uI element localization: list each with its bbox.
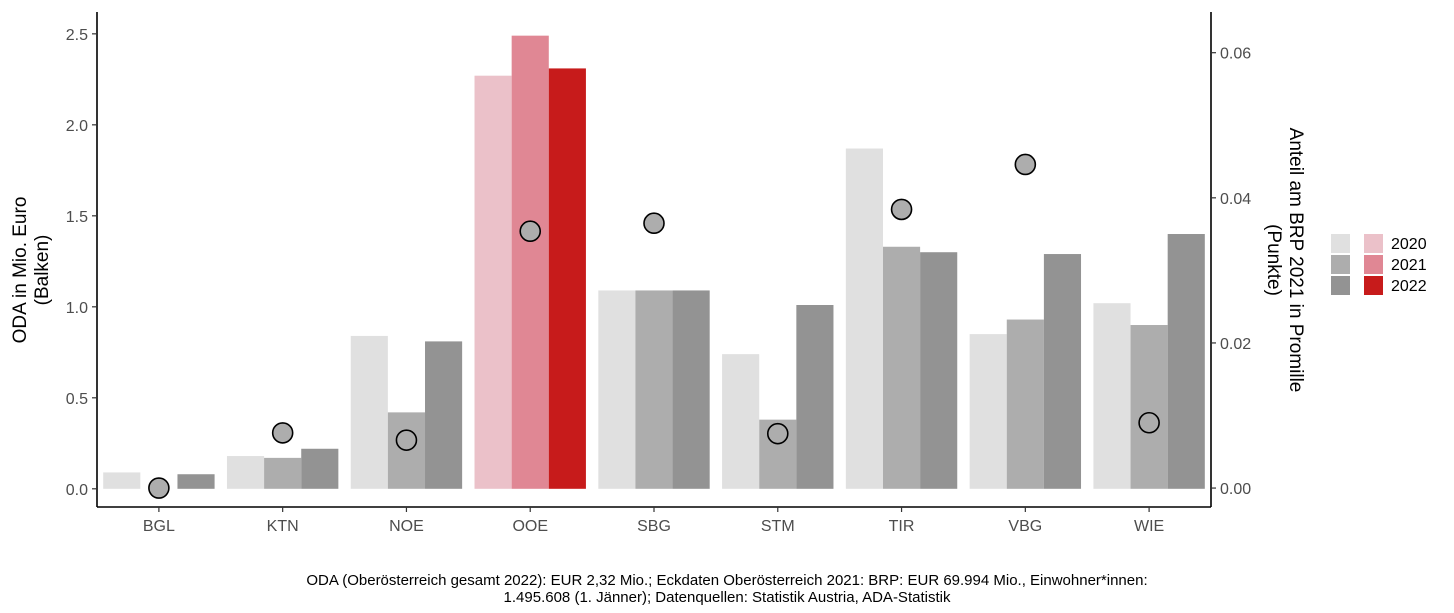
bar-tir-2020 xyxy=(845,148,883,489)
bar-bgl-2020 xyxy=(103,472,141,489)
y-tick-label: 2.0 xyxy=(66,118,88,135)
bar-stm-2020 xyxy=(722,354,760,489)
bar-ktn-2022 xyxy=(301,448,339,489)
caption: ODA (Oberösterreich gesamt 2022): EUR 2,… xyxy=(0,572,1454,606)
point-stm xyxy=(766,422,789,445)
bar-vbg-2021 xyxy=(1006,319,1044,489)
bar-ooe-2020 xyxy=(474,75,512,489)
y-tick-label: 0.5 xyxy=(66,391,88,408)
point-noe xyxy=(395,429,418,451)
point-ktn xyxy=(271,422,294,444)
y2-tick-label: 0.00 xyxy=(1220,481,1251,498)
bar-sbg-2022 xyxy=(672,290,710,489)
point-layer xyxy=(148,153,1160,499)
y2-axis-title: Anteil am BRP 2021 in Promille (Punkte) xyxy=(1263,128,1306,393)
bar-ooe-2021 xyxy=(511,35,549,489)
point-vbg xyxy=(1014,153,1037,176)
x-tick-label-sbg: SBG xyxy=(637,518,671,535)
x-tick-label-bgl: BGL xyxy=(143,518,175,535)
bar-vbg-2022 xyxy=(1043,254,1082,489)
bar-sbg-2020 xyxy=(598,290,636,489)
y-tick-label: 1.5 xyxy=(66,209,88,226)
bar-vbg-2020 xyxy=(969,334,1007,489)
y-tick-label: 2.5 xyxy=(66,27,88,44)
x-tick-label-noe: NOE xyxy=(389,518,424,535)
legend-label-2021: 2021 xyxy=(1391,257,1427,274)
legend-key-highlight-2021 xyxy=(1364,255,1383,274)
x-tick-label-ktn: KTN xyxy=(267,518,299,535)
axes: 0.0 0.5 1.0 1.5 2.0 2.5 0.00 0.02 0.04 0.06 BGL KTN… xyxy=(66,12,1251,535)
bar-ooe-2022 xyxy=(548,68,586,489)
caption-line-1: ODA (Oberösterreich gesamt 2022): EUR 2,… xyxy=(306,572,1148,589)
y2-tick-label: 0.06 xyxy=(1220,46,1251,63)
point-wie xyxy=(1138,411,1160,434)
x-tick-label-stm: STM xyxy=(761,518,795,535)
legend-key-grey-2022 xyxy=(1331,276,1350,295)
y-axis-title-line-1: ODA in Mio. Euro xyxy=(10,197,31,344)
x-tick-label-ooe: OOE xyxy=(512,518,548,535)
legend-key-grey-2020 xyxy=(1331,234,1350,253)
y2-axis-title-line-1: Anteil am BRP 2021 in Promille xyxy=(1285,128,1306,393)
point-tir xyxy=(890,198,913,221)
bar-noe-2022 xyxy=(425,341,463,489)
x-tick-label-vbg: VBG xyxy=(1008,518,1042,535)
bar-layer xyxy=(103,35,1205,489)
bar-wie-2020 xyxy=(1093,303,1131,489)
bar-wie-2022 xyxy=(1167,234,1205,489)
point-ooe xyxy=(519,220,542,242)
legend-key-grey-2021 xyxy=(1331,255,1350,274)
legend-key-highlight-2020 xyxy=(1364,234,1383,253)
legend-label-2022: 2022 xyxy=(1391,278,1427,295)
legend: 2020 2021 2022 xyxy=(1331,234,1427,295)
y2-tick-label: 0.02 xyxy=(1220,336,1251,353)
bar-tir-2021 xyxy=(882,246,921,489)
y2-axis-title-line-2: (Punkte) xyxy=(1263,224,1284,296)
x-tick-label-wie: WIE xyxy=(1134,518,1164,535)
caption-line-2: 1.495.608 (1. Jänner); Datenquellen: Sta… xyxy=(503,589,951,606)
y-tick-label: 0.0 xyxy=(66,482,88,499)
y-axis-title-line-2: (Balken) xyxy=(32,235,53,306)
point-sbg xyxy=(643,212,665,235)
bar-wie-2021 xyxy=(1130,325,1168,489)
bar-stm-2022 xyxy=(796,305,834,489)
y-tick-label: 1.0 xyxy=(66,300,88,317)
legend-key-highlight-2022 xyxy=(1364,276,1383,295)
bar-ktn-2020 xyxy=(226,456,265,489)
bar-tir-2022 xyxy=(920,252,958,489)
bar-ktn-2021 xyxy=(264,457,302,489)
x-tick-label-tir: TIR xyxy=(889,518,915,535)
legend-label-2020: 2020 xyxy=(1391,236,1427,253)
bar-sbg-2021 xyxy=(635,290,673,489)
bar-bgl-2022 xyxy=(177,474,215,489)
y-axis-title: ODA in Mio. Euro (Balken) xyxy=(10,197,53,344)
y2-tick-label: 0.04 xyxy=(1220,191,1251,208)
bar-noe-2020 xyxy=(350,335,388,489)
point-bgl xyxy=(148,477,170,499)
